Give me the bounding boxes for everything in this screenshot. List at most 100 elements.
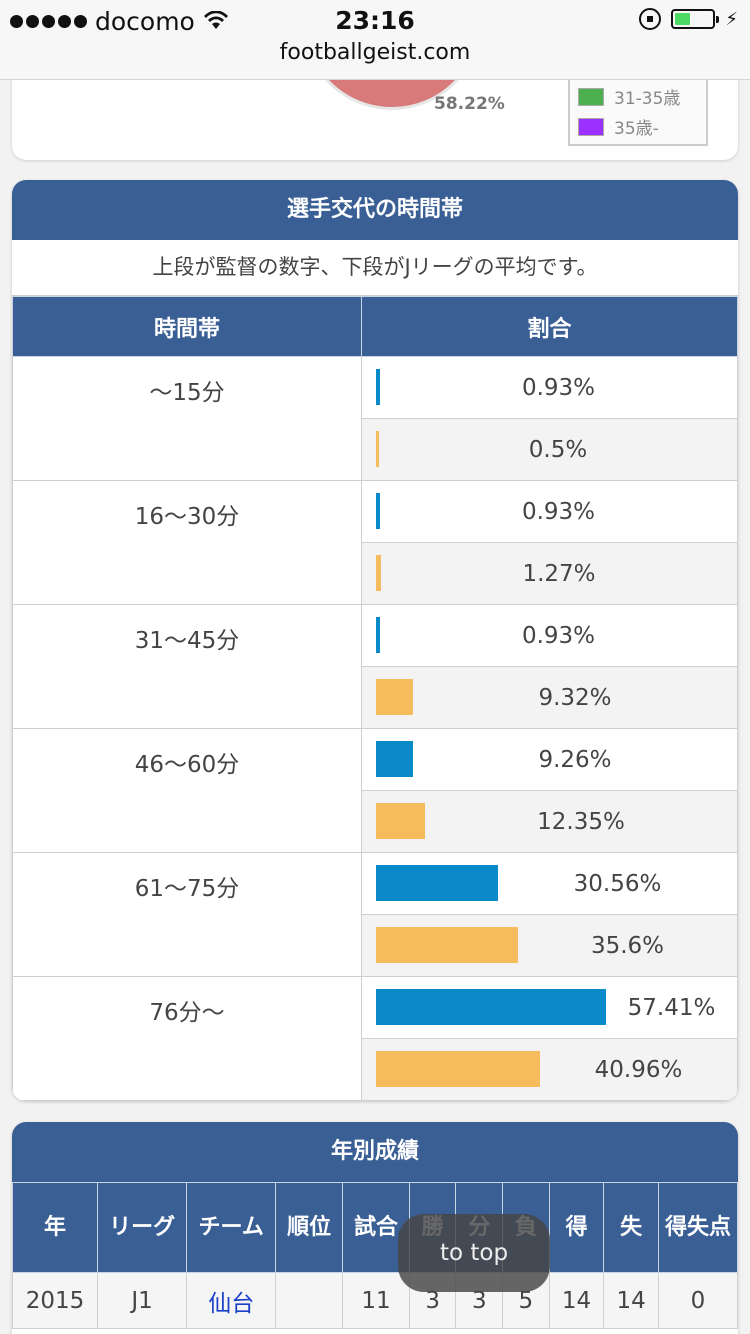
manager-bar — [376, 741, 413, 777]
ratio-value: 30.56% — [573, 871, 662, 897]
table-row: 76分〜 57.41% — [12, 976, 738, 1101]
carrier-name: docomo — [95, 6, 195, 36]
table-row: 〜15分 0.93% — [12, 356, 738, 481]
yearly-cell: 14 — [603, 1272, 659, 1329]
table-row: 61〜75分 30.56% — [12, 852, 738, 977]
manager-ratio-cell: 0.93% — [361, 604, 738, 667]
ratio-value: 57.41% — [627, 995, 716, 1021]
legend-label: 31-35歳 — [614, 89, 681, 109]
ratio-value: 0.5% — [528, 437, 588, 463]
yearly-header: 年 — [12, 1182, 99, 1273]
table-row: 16〜30分 0.93% — [12, 480, 738, 605]
status-icons: ⚡ — [639, 8, 738, 30]
yearly-header: 得 — [548, 1182, 605, 1273]
league-bar — [376, 1051, 540, 1087]
ratio-value: 35.6% — [590, 933, 665, 959]
charging-icon: ⚡ — [725, 8, 738, 30]
manager-bar — [376, 989, 606, 1025]
timing-table: 時間帯 割合 〜15分 0.93% 0.5% 16〜30分 0.93% 1.27% 31〜4… — [12, 296, 738, 1101]
rotation-lock-icon — [639, 8, 662, 30]
yearly-header: リーグ — [97, 1182, 188, 1273]
wifi-icon — [203, 11, 228, 29]
yearly-cell: 仙台 — [186, 1272, 277, 1329]
ratio-value: 0.93% — [521, 623, 596, 649]
yearly-cell: 11 — [342, 1272, 410, 1329]
pie-legend: 31-35歳 35歳- — [568, 76, 708, 146]
yearly-header: 順位 — [275, 1182, 344, 1273]
slot-label: 46〜60分 — [12, 728, 362, 853]
header-slot: 時間帯 — [12, 296, 362, 357]
ratio-value: 9.32% — [538, 685, 612, 711]
ratio-value: 0.93% — [521, 499, 596, 525]
ratio-value: 40.96% — [594, 1057, 683, 1083]
status-bar: docomo 23:16 ⚡ footballgeist.com — [0, 0, 750, 80]
legend-label: 35歳- — [614, 119, 659, 139]
slot-label: 76分〜 — [12, 976, 362, 1101]
legend-swatch — [578, 87, 604, 106]
battery-icon — [671, 9, 720, 29]
league-bar — [376, 679, 413, 715]
table-row: 46〜60分 9.26% — [12, 728, 738, 853]
table-row: 12.35% — [13, 790, 738, 853]
to-top-button[interactable]: to top — [398, 1214, 550, 1292]
signal-icon — [10, 14, 87, 28]
legend-item: 31-35歳 — [578, 84, 680, 109]
legend-swatch — [578, 117, 604, 136]
yearly-cell: J1 — [97, 1272, 188, 1329]
league-bar — [376, 431, 379, 467]
manager-ratio-cell: 0.93% — [361, 356, 738, 419]
manager-ratio-cell: 30.56% — [361, 852, 738, 915]
pie-label: 58.22% — [434, 94, 505, 114]
manager-ratio-cell: 9.26% — [361, 728, 738, 791]
league-ratio-cell: 12.35% — [361, 790, 738, 853]
legend-item: 35歳- — [578, 114, 659, 139]
manager-bar — [376, 369, 380, 405]
manager-bar — [376, 617, 380, 653]
table-row: 2015 J1 仙台 11 3 3 5 14 14 0 — [12, 1272, 738, 1329]
yearly-cell: 2015 — [12, 1272, 99, 1329]
league-bar — [376, 927, 518, 963]
manager-bar — [376, 493, 380, 529]
slot-label: 〜15分 — [12, 356, 362, 481]
team-link[interactable]: 仙台 — [208, 1290, 255, 1317]
table-row: 40.96% — [13, 1038, 738, 1101]
yearly-header: チーム — [186, 1182, 277, 1273]
slot-label: 61〜75分 — [12, 852, 362, 977]
table-row: 31〜45分 0.93% — [12, 604, 738, 729]
header-ratio: 割合 — [361, 296, 738, 357]
card-title: 選手交代の時間帯 — [12, 180, 738, 240]
slot-label: 31〜45分 — [12, 604, 362, 729]
yearly-stats-card: 年別成績 年リーグチーム順位試合勝分負得失得失点 2015J1仙台1133514… — [12, 1122, 738, 1334]
ratio-value: 0.93% — [521, 375, 596, 401]
carrier-area: docomo — [10, 6, 229, 36]
table-row: 0.5% — [13, 418, 738, 481]
ratio-value: 9.26% — [538, 747, 612, 773]
league-ratio-cell: 1.27% — [361, 542, 738, 605]
url-bar[interactable]: footballgeist.com — [279, 40, 471, 65]
card-title: 年別成績 — [12, 1122, 738, 1182]
table-row: 9.32% — [13, 666, 738, 729]
league-ratio-cell: 0.5% — [361, 418, 738, 481]
league-ratio-cell: 40.96% — [361, 1038, 738, 1101]
manager-bar — [376, 865, 498, 901]
substitution-timing-card: 選手交代の時間帯 上段が監督の数字、下段がJリーグの平均です。 時間帯 割合 〜… — [12, 180, 738, 1101]
yearly-header: 得失点 — [657, 1182, 738, 1273]
ratio-value: 12.35% — [537, 809, 625, 835]
manager-ratio-cell: 0.93% — [361, 480, 738, 543]
manager-ratio-cell: 57.41% — [361, 976, 738, 1039]
yearly-cell — [275, 1272, 344, 1329]
league-bar — [376, 555, 381, 591]
table-row: 35.6% — [13, 914, 738, 977]
yearly-cell: 0 — [657, 1272, 738, 1329]
card-note: 上段が監督の数字、下段がJリーグの平均です。 — [12, 240, 738, 296]
slot-label: 16〜30分 — [12, 480, 362, 605]
clock: 23:16 — [335, 6, 415, 35]
league-bar — [376, 803, 425, 839]
league-ratio-cell: 35.6% — [361, 914, 738, 977]
table-row: 1.27% — [13, 542, 738, 605]
ratio-value: 1.27% — [522, 561, 596, 587]
yearly-cell: 14 — [548, 1272, 605, 1329]
yearly-header: 失 — [603, 1182, 659, 1273]
league-ratio-cell: 9.32% — [361, 666, 738, 729]
